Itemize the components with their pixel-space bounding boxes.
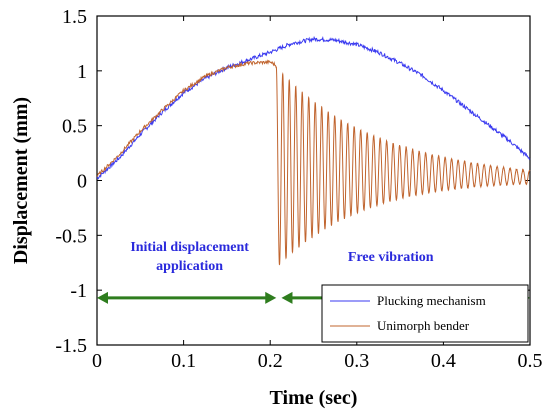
series-unimorph-bender-line <box>96 59 531 266</box>
legend-box <box>321 284 529 343</box>
x-tick-label: 0 <box>92 350 102 372</box>
legend: Plucking mechanism Unimorph bender <box>321 284 529 343</box>
x-tick-label: 0.5 <box>518 350 543 372</box>
y-tick-label: 0 <box>77 171 87 193</box>
x-tick-label: 0.3 <box>344 350 369 372</box>
x-tick-labels: 0 0.1 0.2 0.3 0.4 0.5 <box>92 350 543 372</box>
annotation-free-vibration: Free vibration <box>348 250 434 265</box>
x-axis-label: Time (sec) <box>270 387 358 409</box>
y-tick-label: 1.5 <box>62 6 87 28</box>
annotation-initial-line2: application <box>156 259 223 274</box>
x-tick-label: 0.1 <box>171 350 196 372</box>
y-tick-label: -1.5 <box>55 335 87 357</box>
y-tick-labels: 1.5 1 0.5 0 -0.5 -1 -1.5 <box>55 6 87 357</box>
legend-label-plucking: Plucking mechanism <box>377 293 486 308</box>
x-tick-label: 0.2 <box>258 350 283 372</box>
x-tick-label: 0.4 <box>431 350 456 372</box>
annotation-initial-line1: Initial displacement <box>130 240 249 255</box>
arrow-initial-displacement <box>97 291 277 304</box>
y-axis-label: Displacement (mm) <box>10 97 32 264</box>
y-tick-label: -1 <box>70 280 87 302</box>
y-tick-label: -0.5 <box>55 225 87 247</box>
y-tick-label: 1 <box>77 61 87 83</box>
y-tick-label: 0.5 <box>62 116 87 138</box>
legend-label-unimorph: Unimorph bender <box>377 318 470 333</box>
